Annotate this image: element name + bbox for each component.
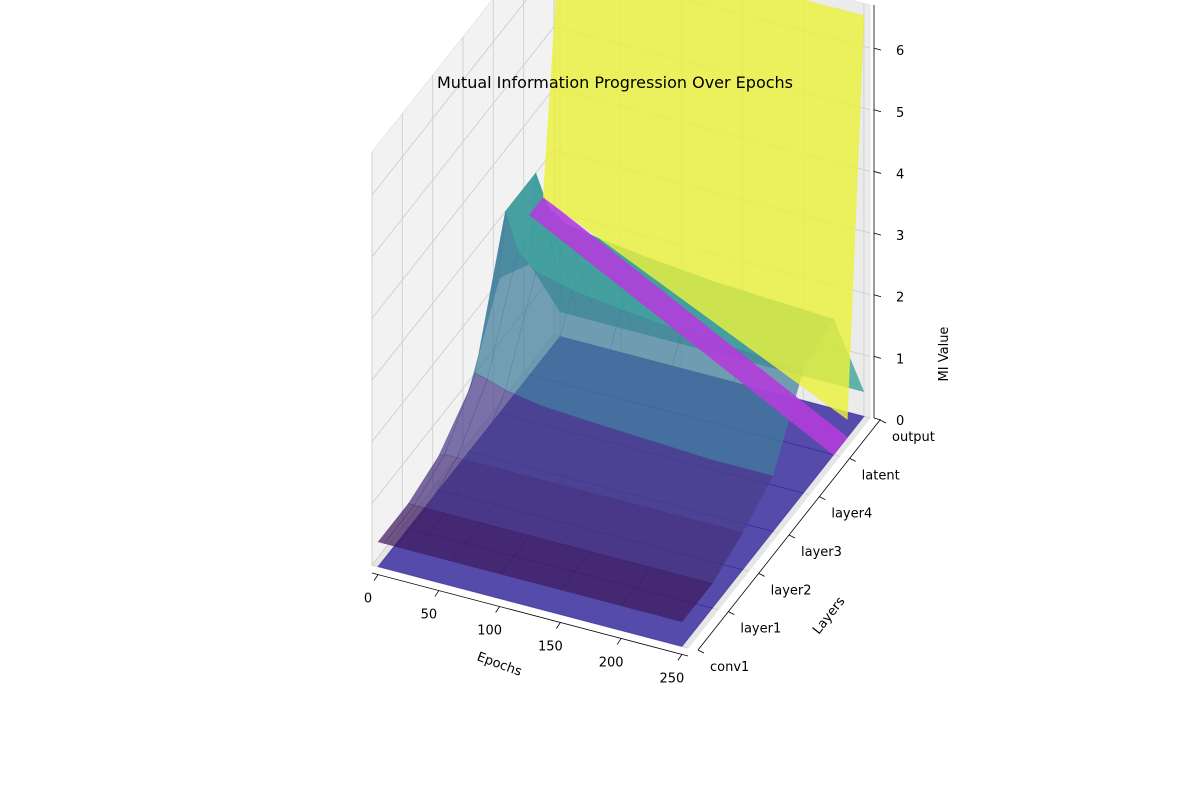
x-tick-label: 150 [538,639,563,654]
y-tick [819,496,826,501]
z-tick-label: 5 [896,106,904,121]
z-tick [873,109,882,113]
x-axis-label: Epochs [475,650,524,680]
y-tick [697,649,705,654]
z-tick [873,355,882,359]
surface-output-face [542,0,865,420]
x-tick [373,574,379,581]
z-tick-label: 4 [896,167,904,182]
z-axis-label: MI Value [937,327,952,382]
z-tick-label: 6 [896,44,904,59]
z-tick [873,294,882,298]
x-axis-line [371,572,689,657]
z-tick [873,417,882,421]
y-tick [728,611,735,616]
axes: 050100150200250conv1layer1layer2layer3la… [364,5,935,686]
z-tick [873,47,882,51]
surface-output-band [528,196,848,456]
y-tick-label: layer4 [831,507,872,522]
y-tick-label: output [892,430,935,445]
z-tick-label: 3 [896,229,904,244]
x-tick-label: 200 [599,655,624,670]
x-tick-label: 50 [421,608,438,623]
z-tick-label: 1 [896,352,904,367]
y-tick [879,419,887,424]
x-tick [556,622,561,629]
y-tick-label: latent [862,468,900,483]
x-tick [434,590,440,597]
y-tick [788,534,796,539]
z-tick [873,171,882,174]
y-tick-label: layer2 [771,583,812,598]
y-axis-label: Layers [810,594,848,637]
x-tick-label: 0 [364,592,372,607]
x-tick-label: 250 [660,671,685,686]
y-tick-label: conv1 [710,660,749,675]
y-tick [758,572,765,577]
z-tick-label: 2 [896,291,904,306]
z-tick [873,232,882,236]
x-tick [495,606,500,613]
surfaces [377,0,865,647]
chart-title: Mutual Information Progression Over Epoc… [437,73,793,92]
x-tick [677,654,683,661]
x-tick-label: 100 [477,624,502,639]
surface-curved-patch [620,567,713,623]
x-tick [616,638,622,645]
z-tick-label: 0 [896,414,904,429]
y-tick [849,457,856,462]
y-tick-label: layer1 [740,622,781,637]
y-tick-label: layer3 [801,545,842,560]
